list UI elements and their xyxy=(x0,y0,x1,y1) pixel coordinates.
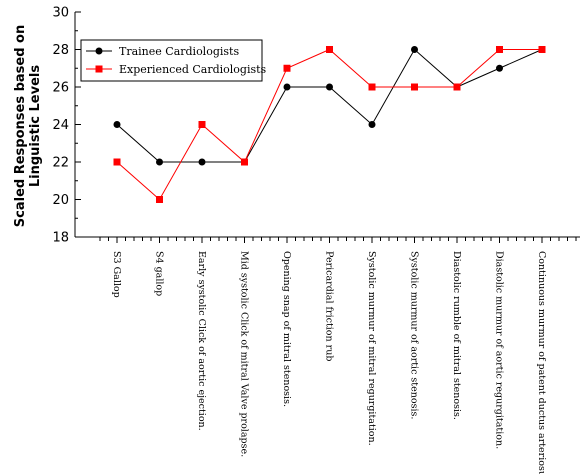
data-point xyxy=(368,83,376,91)
y-tick-label: 26 xyxy=(52,81,69,96)
x-tick-label: Systolic murmur of mitral regurgitation. xyxy=(366,251,377,446)
legend: Trainee Cardiologists Experienced Cardiol… xyxy=(80,39,267,82)
data-point xyxy=(326,46,333,53)
data-point xyxy=(198,121,206,128)
y-axis-label: Scaled Responses based on Linguistic Leve… xyxy=(13,25,43,227)
data-point xyxy=(283,83,291,91)
x-tick-label: Diastolic murmur of aortic regurgitation… xyxy=(494,251,505,449)
data-point xyxy=(538,46,546,53)
legend-label: Experienced Cardiologists xyxy=(119,63,267,76)
legend-marker xyxy=(95,47,103,55)
data-point xyxy=(283,64,291,72)
data-point xyxy=(113,158,121,166)
data-point xyxy=(156,158,163,166)
data-point xyxy=(326,83,333,91)
series-markers xyxy=(113,46,546,203)
y-axis-label-line: Scaled Responses based on xyxy=(13,25,28,227)
data-point xyxy=(411,46,418,53)
x-tick-label: Early systolic Click of aortic ejection. xyxy=(196,251,207,431)
data-point xyxy=(496,46,503,53)
y-tick-label: 30 xyxy=(52,6,69,21)
x-tick-label: Mid systolic Click of mitral Valve prola… xyxy=(239,251,250,457)
x-tick-label: Opening snap of mitral stenosis. xyxy=(281,251,292,407)
data-point xyxy=(411,83,418,91)
y-tick-label: 20 xyxy=(52,193,69,208)
y-tick-label: 18 xyxy=(52,231,69,246)
data-point xyxy=(368,121,376,128)
y-tick-label: 28 xyxy=(52,43,69,58)
x-tick-label: S4 gallop xyxy=(154,251,165,296)
legend-marker xyxy=(95,65,103,73)
y-axis-label-line: Linguistic Levels xyxy=(28,65,43,187)
legend-label: Trainee Cardiologists xyxy=(119,45,239,58)
y-tick-label: 24 xyxy=(52,118,69,133)
x-tick-label: Continuous murmur of patent ductus arter… xyxy=(536,251,547,474)
axes: 18 20 22 24 26 28 30 S3 Gallop S4 gallop Early sy… xyxy=(52,6,580,474)
data-point xyxy=(198,158,206,166)
x-tick-label: Diastolic rumble of mitral stenosis. xyxy=(451,251,462,420)
data-point xyxy=(156,196,163,203)
data-point xyxy=(113,121,121,128)
data-point xyxy=(496,64,503,72)
x-tick-label: S3 Gallop xyxy=(111,251,122,298)
x-tick-label: Pericardial friction rub xyxy=(324,251,335,361)
y-tick-label: 22 xyxy=(52,156,69,171)
data-point xyxy=(241,158,248,166)
x-tick-label: Systolic murmur of aortic stenosis. xyxy=(409,251,420,419)
data-point xyxy=(453,83,461,91)
legend-box xyxy=(80,39,263,82)
